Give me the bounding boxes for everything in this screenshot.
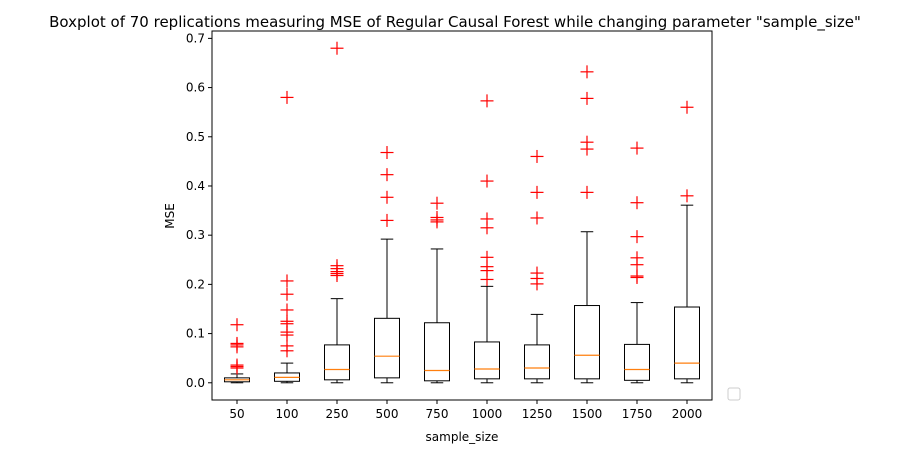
box-iqr (624, 343, 650, 381)
y-tick-label: 0.2 (186, 277, 205, 291)
y-tick-label: 0.6 (186, 81, 205, 95)
x-tick-label: 2000 (672, 407, 703, 421)
y-tick-label: 0.3 (186, 228, 205, 242)
outlier-marker (280, 274, 294, 288)
y-tick-label: 0.1 (186, 327, 205, 341)
outlier-marker (530, 149, 544, 163)
x-tick-label: 1750 (622, 407, 653, 421)
outlier-marker (630, 258, 644, 272)
outlier-marker (680, 100, 694, 114)
outlier-marker (430, 196, 444, 210)
outlier-marker (630, 196, 644, 210)
x-tick-label: 1500 (572, 407, 603, 421)
outlier-marker (280, 303, 294, 317)
x-tick-label: 1250 (522, 407, 553, 421)
box-iqr (324, 344, 350, 381)
outlier-marker (680, 189, 694, 203)
outlier-marker (530, 277, 544, 291)
outlier-marker (380, 190, 394, 204)
x-tick-label: 250 (326, 407, 349, 421)
box-iqr (574, 305, 600, 380)
outlier-marker (580, 185, 594, 199)
legend-box (727, 387, 741, 401)
outlier-marker (480, 174, 494, 188)
outlier-marker (280, 90, 294, 104)
box-iqr (524, 344, 550, 380)
x-axis-label: sample_size (426, 430, 499, 444)
y-tick-label: 0.5 (186, 130, 205, 144)
outlier-marker (380, 168, 394, 182)
box-iqr (474, 341, 500, 380)
outlier-marker (480, 94, 494, 108)
x-tick-label: 750 (426, 407, 449, 421)
plot-area: 0.0 0.1 0.2 0.3 0.4 0.5 0.6 0.7 50 100 250 500 750 10… (186, 30, 713, 421)
x-tick-label: 500 (376, 407, 399, 421)
y-tick-label: 0.4 (186, 179, 205, 193)
box-iqr (674, 306, 700, 380)
outlier-marker (230, 340, 244, 354)
box-iqr (374, 317, 400, 379)
y-axis-label: MSE (163, 203, 177, 229)
outlier-marker (330, 41, 344, 55)
x-tick-label: 100 (276, 407, 299, 421)
outlier-marker (630, 141, 644, 155)
outlier-marker (280, 287, 294, 301)
outlier-marker (580, 142, 594, 156)
outlier-marker (280, 344, 294, 358)
y-tick-label: 0.7 (186, 31, 205, 45)
outlier-marker (630, 230, 644, 244)
outlier-marker (530, 185, 544, 199)
plot-frame (211, 30, 713, 401)
chart-title: Boxplot of 70 replications measuring MSE… (49, 13, 861, 32)
outlier-marker (380, 213, 394, 227)
outlier-marker (380, 146, 394, 160)
x-tick-label: 50 (229, 407, 244, 421)
outlier-marker (330, 269, 344, 283)
outlier-marker (480, 221, 494, 235)
outlier-marker (430, 215, 444, 229)
outlier-marker (630, 270, 644, 284)
y-tick-label: 0.0 (186, 376, 205, 390)
outlier-marker (480, 272, 494, 286)
outlier-marker (530, 211, 544, 225)
outlier-marker (580, 91, 594, 105)
outlier-marker (230, 318, 244, 332)
outlier-marker (580, 65, 594, 79)
x-tick-label: 1000 (472, 407, 503, 421)
box-iqr (424, 322, 450, 382)
outlier-marker (230, 361, 244, 375)
